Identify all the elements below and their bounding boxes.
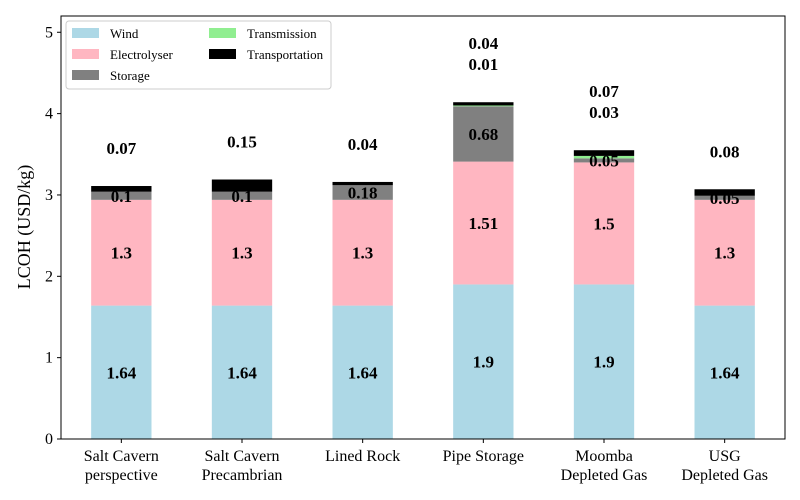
x-tick-label: perspective (85, 467, 158, 484)
bar-segment-transportation (573, 150, 635, 156)
bar-segment-transportation (694, 189, 755, 196)
bar-top-value-label: 0.04 (468, 34, 498, 53)
bar-value-label: 0.05 (710, 189, 740, 208)
legend-swatch-wind (72, 28, 99, 38)
legend-swatch-electrolyser (72, 49, 99, 59)
bar-value-label: 0.1 (231, 187, 252, 206)
bar-value-label: 0.68 (468, 125, 498, 144)
bar-top-value-label: 0.08 (710, 142, 740, 161)
bar-segment-wind (694, 305, 755, 439)
bar-segment-electrolyser (211, 199, 273, 306)
legend-box (65, 20, 332, 90)
legend-swatch-storage (72, 70, 99, 80)
y-tick-label: 2 (45, 268, 53, 285)
x-tick-label: Pipe Storage (443, 448, 524, 465)
legend: Wind Electrolyser Storage Transmission Trans… (65, 20, 332, 90)
bar-segment-electrolyser (453, 161, 514, 285)
bar-top-value-label: 0.07 (106, 139, 136, 158)
bar-segment-transportation (453, 102, 514, 106)
legend-swatch-transportation (209, 49, 236, 59)
bar-segment-storage (91, 191, 152, 200)
bar-value-label: 1.64 (710, 363, 740, 382)
y-tick-label: 1 (45, 350, 53, 367)
bar-segment-transportation (211, 179, 273, 192)
bar-top-value-label: 0.01 (468, 55, 498, 74)
bar-value-label: 1.51 (468, 214, 498, 233)
bar-value-label: 1.64 (106, 363, 136, 382)
bar-value-label: 0.18 (348, 184, 378, 203)
bar-value-label: 1.9 (473, 353, 494, 372)
bar-segment-storage (694, 195, 755, 200)
plot-area-frame (60, 15, 786, 440)
bar-top-value-label: 0.07 (589, 82, 619, 101)
x-tick-label: Moomba (575, 448, 633, 465)
bar-segment-electrolyser (573, 162, 635, 285)
bar-value-label: 0.05 (589, 151, 619, 170)
x-tick-label: Salt Cavern (84, 448, 159, 465)
legend-label-storage: Storage (110, 68, 150, 83)
bar-top-value-label: 0.15 (227, 133, 257, 152)
x-tick-label: Precambrian (202, 467, 283, 484)
legend-swatch-transmission (209, 28, 236, 38)
bar-segment-electrolyser (91, 199, 152, 306)
bar-top-value-label: 0.03 (589, 103, 619, 122)
y-tick-label: 3 (45, 187, 53, 204)
bar-segment-storage (332, 185, 393, 200)
bar-segment-transmission (453, 105, 514, 107)
x-tick-label: Salt Cavern (204, 448, 279, 465)
x-tick-label: Depleted Gas (681, 467, 768, 484)
y-tick-label: 4 (45, 106, 53, 123)
legend-label-transportation: Transportation (247, 47, 324, 62)
legend-label-electrolyser: Electrolyser (110, 47, 173, 62)
x-tick-label: Lined Rock (325, 448, 400, 465)
bar-value-label: 1.3 (231, 244, 252, 263)
bar-segment-storage (573, 158, 635, 163)
bar-segment-transportation (91, 186, 152, 192)
bar-segment-storage (211, 191, 273, 200)
y-tick-label: 0 (45, 431, 53, 448)
bar-segment-wind (573, 284, 635, 439)
bar-value-label: 1.5 (593, 214, 614, 233)
bar-segment-wind (211, 305, 273, 439)
y-axis-title: LCOH (USD/kg) (14, 165, 35, 290)
legend-label-transmission: Transmission (247, 26, 317, 41)
bar-value-label: 1.64 (348, 363, 378, 382)
bar-segment-transmission (573, 155, 635, 159)
bar-segment-electrolyser (332, 199, 393, 306)
x-tick-label: USG (709, 448, 741, 465)
bar-value-label: 1.3 (111, 244, 132, 263)
bar-value-label: 1.3 (352, 244, 373, 263)
bar-segment-wind (91, 305, 152, 439)
x-tick-label: Depleted Gas (561, 467, 648, 484)
bar-value-label: 1.3 (714, 244, 735, 263)
bar-value-label: 1.9 (593, 353, 614, 372)
bar-value-label: 1.64 (227, 363, 257, 382)
bar-segment-storage (453, 106, 514, 162)
bar-segment-transportation (332, 181, 393, 186)
legend-label-wind: Wind (110, 26, 139, 41)
bar-segment-electrolyser (694, 199, 755, 306)
bar-segment-wind (332, 305, 393, 439)
bar-top-value-label: 0.04 (348, 135, 378, 154)
bar-value-label: 0.1 (111, 187, 132, 206)
y-tick-label: 5 (45, 24, 53, 41)
bar-segment-wind (453, 284, 514, 439)
